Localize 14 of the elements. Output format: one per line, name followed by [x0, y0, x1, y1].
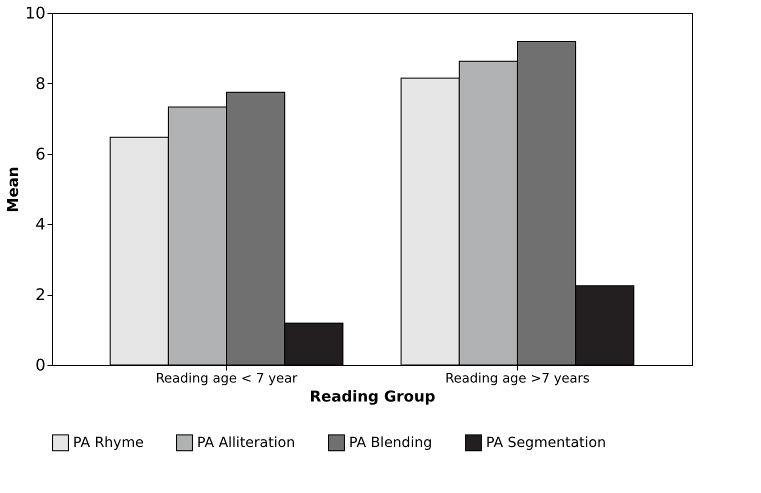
legend-label: PA Segmentation: [486, 434, 606, 451]
y-tick-label: 2: [35, 285, 46, 304]
y-tick-label: 0: [35, 356, 46, 374]
y-tick-label: 4: [35, 214, 46, 234]
y-axis-title: Mean: [4, 166, 22, 212]
y-tick-label: 8: [35, 74, 46, 93]
x-tick-label: Reading age >7 years: [445, 372, 590, 386]
legend-label: PA Alliteration: [197, 434, 296, 451]
x-axis-title: Reading Group: [310, 388, 436, 406]
y-tick-label: 6: [35, 144, 46, 164]
legend-label: PA Blending: [349, 434, 432, 451]
y-tick-label: 10: [25, 4, 46, 22]
x-tick-label: Reading age < 7 year: [156, 372, 298, 386]
legend-label: PA Rhyme: [73, 434, 144, 451]
